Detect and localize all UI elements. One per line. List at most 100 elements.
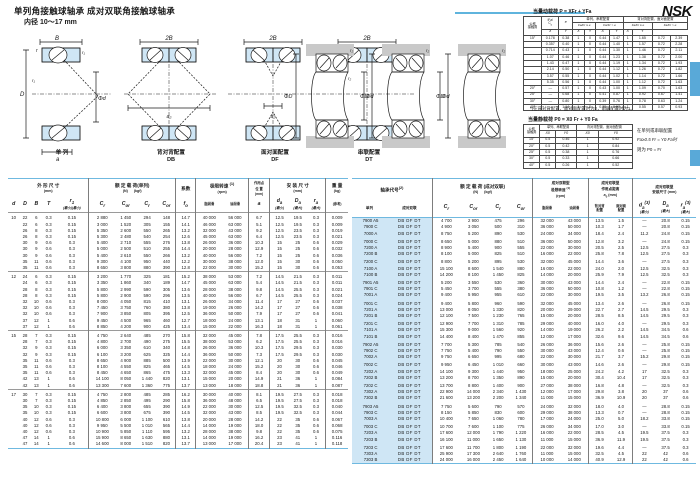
cell-4: 8 000	[96, 299, 108, 305]
cell-11: 6.5	[248, 398, 271, 405]
cell-9: 37.5	[661, 436, 670, 442]
cell-4: 5 350	[96, 227, 108, 233]
cell-1: 11	[34, 357, 39, 363]
cell-2: 895	[494, 259, 502, 265]
cell-0: 42	[22, 382, 28, 388]
cell-9: 22.8	[661, 286, 670, 292]
lth-a: a	[248, 197, 271, 213]
cell-6: 22.7	[595, 306, 604, 312]
cell-11: 15.2	[248, 364, 271, 371]
cell-3: 765	[509, 313, 534, 320]
cell-6: 20.5	[595, 244, 604, 250]
cell-7: 2.4	[610, 277, 633, 287]
cell-2: 0.3	[45, 339, 52, 345]
cell-3: 510	[509, 251, 534, 258]
cell-5: 43 000	[560, 348, 589, 355]
lth-oil: 油润滑	[222, 197, 249, 213]
cell-0: 32	[22, 305, 28, 311]
cell-7: 305	[157, 286, 177, 293]
cell-2: 830	[494, 409, 502, 415]
cell-8: —	[642, 300, 647, 306]
cell-9: 20 000	[202, 416, 216, 422]
cell-5: 43 000	[560, 217, 589, 225]
cell-bearing-number: 7100 A	[352, 265, 388, 272]
cell-2: 955	[494, 292, 502, 298]
cell-4: 12 000	[540, 333, 554, 339]
cell-13: 30	[295, 364, 301, 370]
cell-2: 900	[494, 244, 502, 250]
cell-9: 26.8	[661, 292, 670, 298]
cell-9: 26 000	[202, 240, 216, 246]
cell-7: 0.6	[610, 348, 633, 355]
cell-4: 16 000	[540, 251, 554, 257]
cell-14: 1	[306, 441, 327, 449]
rth-dual: 成对双联	[387, 199, 433, 218]
cell-6: 1 110	[141, 429, 153, 435]
cell-7: 325	[157, 351, 177, 358]
cell-6: 1 360	[141, 382, 153, 388]
cell-6: 32.6	[595, 333, 604, 339]
cell-9: 32.5	[661, 368, 670, 374]
cell-7: 189	[157, 280, 177, 287]
cell-13: 27	[295, 311, 301, 317]
cell-10: 0.15	[681, 348, 690, 354]
cell-1: 7	[35, 398, 38, 404]
cell-2: 0.3	[45, 345, 52, 351]
cell-6: 625	[143, 351, 151, 357]
cell-4: 20 000	[540, 306, 554, 312]
fcell-v-3: 1.00	[609, 85, 624, 93]
cell-1: 5 200	[468, 259, 479, 265]
cell-5: 6 000	[120, 416, 132, 422]
cell-0: 32	[22, 351, 28, 357]
cell-2: 0.3	[45, 233, 52, 239]
cell-5: 43 000	[560, 360, 589, 369]
cell-8: 14.5	[175, 364, 197, 371]
cell-3: 820	[509, 306, 534, 313]
cell-10: 56 000	[222, 212, 249, 222]
cell-2: 825	[494, 251, 502, 257]
cell-0: 17 600	[439, 430, 453, 436]
cell-3: 0.3	[55, 357, 90, 365]
cell-3: 0.15	[55, 388, 90, 399]
cell-10: 0.3	[682, 244, 689, 250]
cell-bearing-number: 7001 C	[352, 298, 388, 307]
cell-6: 550	[143, 252, 151, 258]
cell-10: 40 000	[222, 388, 249, 399]
cell-9: 42	[663, 451, 668, 457]
lth-grease: 脂润滑	[204, 202, 215, 207]
cell-9: 29.5	[661, 306, 670, 312]
fcell-ifa: —	[541, 104, 560, 112]
cell-5: 45 000	[560, 298, 589, 307]
right-bearing-number-table: 轴承代号(2) 额 定 载 荷 (成对双联) (N) (kgf) 成对双联型 极限转速 …	[352, 178, 696, 467]
cell-8: 12.8	[175, 265, 197, 272]
cell-12: 12.5	[275, 227, 284, 233]
cell-15: 0.041	[331, 311, 343, 317]
cell-13: 25	[295, 240, 301, 246]
cell-11: 13.1	[248, 317, 271, 324]
cell-13: 19.5	[293, 221, 302, 227]
rth-group-a0: 成对双联型 作用点距离 a0 (mm)	[588, 178, 633, 200]
cell-4: 10 800	[95, 416, 109, 422]
cell-5: 15 000	[560, 436, 589, 443]
cell-1: 11 700	[466, 444, 480, 450]
cell-2: 1	[47, 435, 50, 441]
cell-2: 0.6	[45, 311, 52, 317]
cell-6: 655	[143, 404, 151, 410]
rth-oil: 油润滑	[560, 199, 589, 218]
cell-13: 19.5	[288, 212, 307, 222]
rth-grease: 脂润滑	[542, 205, 552, 210]
cell-5: 30 000	[560, 292, 589, 299]
cell-4: 29 000	[540, 409, 554, 415]
cell-5: 1 770	[115, 271, 137, 281]
cell-14: 0.6	[306, 240, 327, 247]
cell-10: 20 000	[222, 376, 249, 383]
cell-6: 17.0	[595, 424, 604, 430]
cell-4: 14 000	[540, 271, 554, 277]
cell-9: 40 000	[202, 252, 216, 258]
fth-sub-2: Fa/Fr ≤ e	[622, 22, 654, 30]
rth-group-bn: 轴承代号(2)	[352, 178, 433, 200]
cell-5: 19 000	[560, 327, 589, 334]
cell-10: 0.3	[682, 321, 689, 327]
cell-9: 26 000	[202, 299, 216, 305]
cell-5: 30 000	[560, 244, 589, 252]
